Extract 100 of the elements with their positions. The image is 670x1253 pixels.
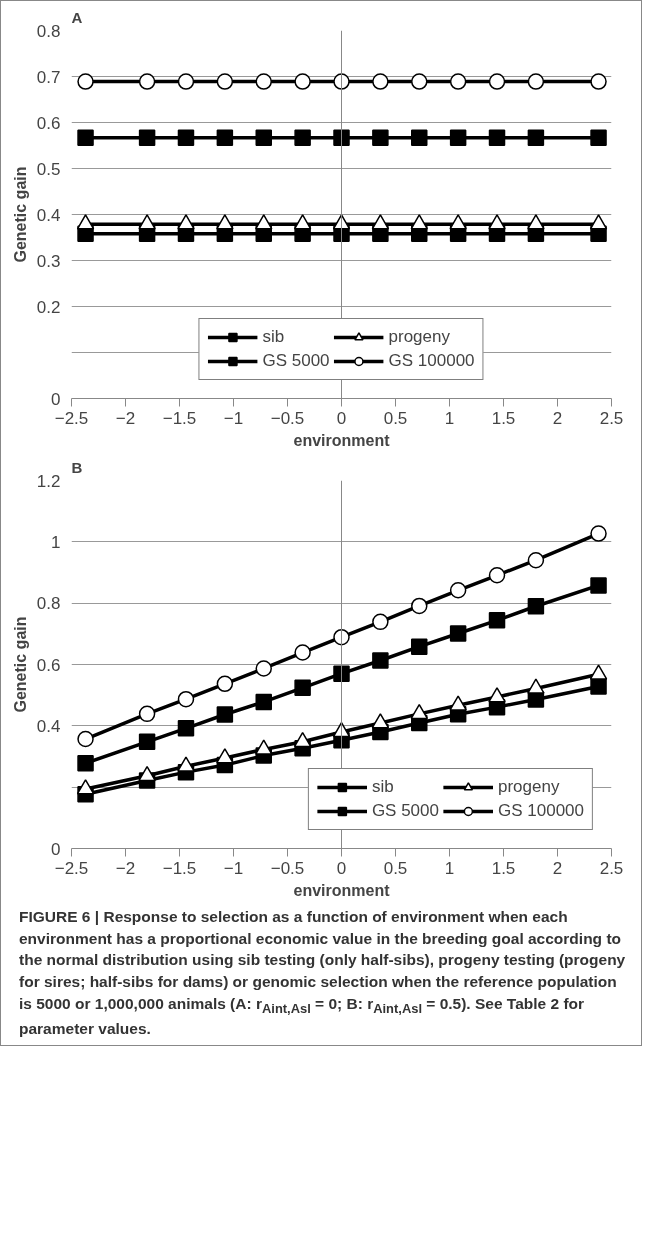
text: FIGURE 6 | Response to selection as a function of environment when each environment has a proportional economic value in the breeding goal according to the normal distribution using sib testing (only half-sibs), progeny testing (progeny for sires; half-sibs for dams) or genomic selection when the reference population is 5000 or 1,000,000 animals (A: r$_{Aint,Asl}$ = 0; B: r$_{Aint,Asl}$ = 0.5). See Table 2 for parameter values. <box>19 908 626 1037</box>
x-axis-title: environment <box>293 881 391 899</box>
point <box>488 687 506 703</box>
y-axis-title: Genetic gain <box>11 166 29 263</box>
y-tick-label: 0.6 <box>36 113 61 133</box>
x-tick-label: −2.5 <box>54 408 89 428</box>
point <box>255 73 272 90</box>
point <box>527 214 545 230</box>
x-tick-label: −0.5 <box>270 408 305 428</box>
x-tick-label: 1.5 <box>491 408 516 428</box>
point <box>527 552 545 569</box>
point <box>77 129 94 146</box>
point <box>527 129 545 146</box>
point <box>294 73 311 90</box>
x-tick-label: 2 <box>552 408 563 428</box>
point <box>255 129 272 146</box>
legend-label: sib <box>371 777 394 797</box>
point <box>77 730 94 748</box>
x-tick-label: −2 <box>115 858 136 878</box>
point <box>333 129 350 146</box>
x-tick-label: −1.5 <box>162 858 197 878</box>
point <box>411 597 428 615</box>
point <box>333 628 350 646</box>
y-tick-label: 0.6 <box>36 655 61 675</box>
point <box>216 748 234 764</box>
legend-label: progeny <box>388 327 450 347</box>
point <box>488 214 506 230</box>
point <box>372 73 389 90</box>
point <box>254 739 273 755</box>
point <box>138 705 156 723</box>
point <box>216 675 234 693</box>
y-tick-label: 0.7 <box>36 67 61 87</box>
point <box>177 756 195 772</box>
y-tick-label: 1.2 <box>36 471 61 491</box>
y-tick-label: 1 <box>51 532 61 552</box>
point <box>488 73 506 90</box>
x-tick-label: 2 <box>552 858 563 878</box>
point <box>76 214 95 230</box>
x-tick-label: −1.5 <box>162 408 197 428</box>
point <box>332 214 351 230</box>
x-tick-label: 1 <box>444 408 455 428</box>
point <box>254 214 273 230</box>
point <box>77 73 94 90</box>
point <box>216 706 234 723</box>
x-tick-label: 2.5 <box>599 408 624 428</box>
point <box>590 577 607 594</box>
point <box>527 678 545 694</box>
point <box>411 73 428 90</box>
point <box>411 638 428 655</box>
y-tick-label: 0.5 <box>36 159 61 179</box>
x-tick-label: 0 <box>336 408 347 428</box>
point <box>371 713 390 729</box>
x-tick-label: 1 <box>444 858 455 878</box>
x-tick-label: −2.5 <box>54 858 89 878</box>
point <box>177 73 195 90</box>
point <box>410 214 429 230</box>
point <box>488 612 506 629</box>
x-axis-title: environment <box>293 431 391 449</box>
legend-label: GS 100000 <box>497 801 584 821</box>
x-tick-label: 1.5 <box>491 858 516 878</box>
y-tick-label: 0.8 <box>36 21 61 41</box>
point <box>590 525 607 542</box>
point <box>488 129 506 146</box>
point <box>177 720 195 737</box>
point <box>294 129 311 146</box>
point <box>589 664 608 680</box>
point <box>333 73 350 90</box>
y-tick-label: 0 <box>51 839 61 859</box>
point <box>372 613 389 631</box>
point <box>177 214 195 230</box>
x-tick-label: −1 <box>223 858 244 878</box>
point <box>372 129 389 146</box>
point <box>77 755 94 772</box>
point <box>410 703 429 720</box>
legend-label: GS 5000 <box>262 351 330 371</box>
point <box>449 214 467 230</box>
point <box>590 129 607 146</box>
point <box>449 625 467 642</box>
y-tick-label: 0.8 <box>36 594 61 614</box>
y-tick-label: 0.4 <box>36 205 61 225</box>
point <box>372 652 389 669</box>
point <box>449 695 467 711</box>
point <box>293 731 312 748</box>
point <box>216 129 234 146</box>
x-tick-label: 2.5 <box>599 858 624 878</box>
point <box>138 214 156 230</box>
y-tick-label: 0.2 <box>36 297 61 317</box>
point <box>333 665 350 682</box>
x-tick-label: −1 <box>223 408 244 428</box>
point <box>177 690 195 708</box>
chart-title: B <box>71 458 83 476</box>
point <box>138 733 156 751</box>
x-tick-label: −0.5 <box>270 858 305 878</box>
point <box>590 678 607 695</box>
y-tick-label: 0.4 <box>36 716 61 736</box>
x-tick-label: 0 <box>336 858 347 878</box>
point <box>488 567 506 584</box>
point <box>255 660 272 677</box>
point <box>589 214 608 230</box>
x-tick-label: 0.5 <box>383 858 408 878</box>
